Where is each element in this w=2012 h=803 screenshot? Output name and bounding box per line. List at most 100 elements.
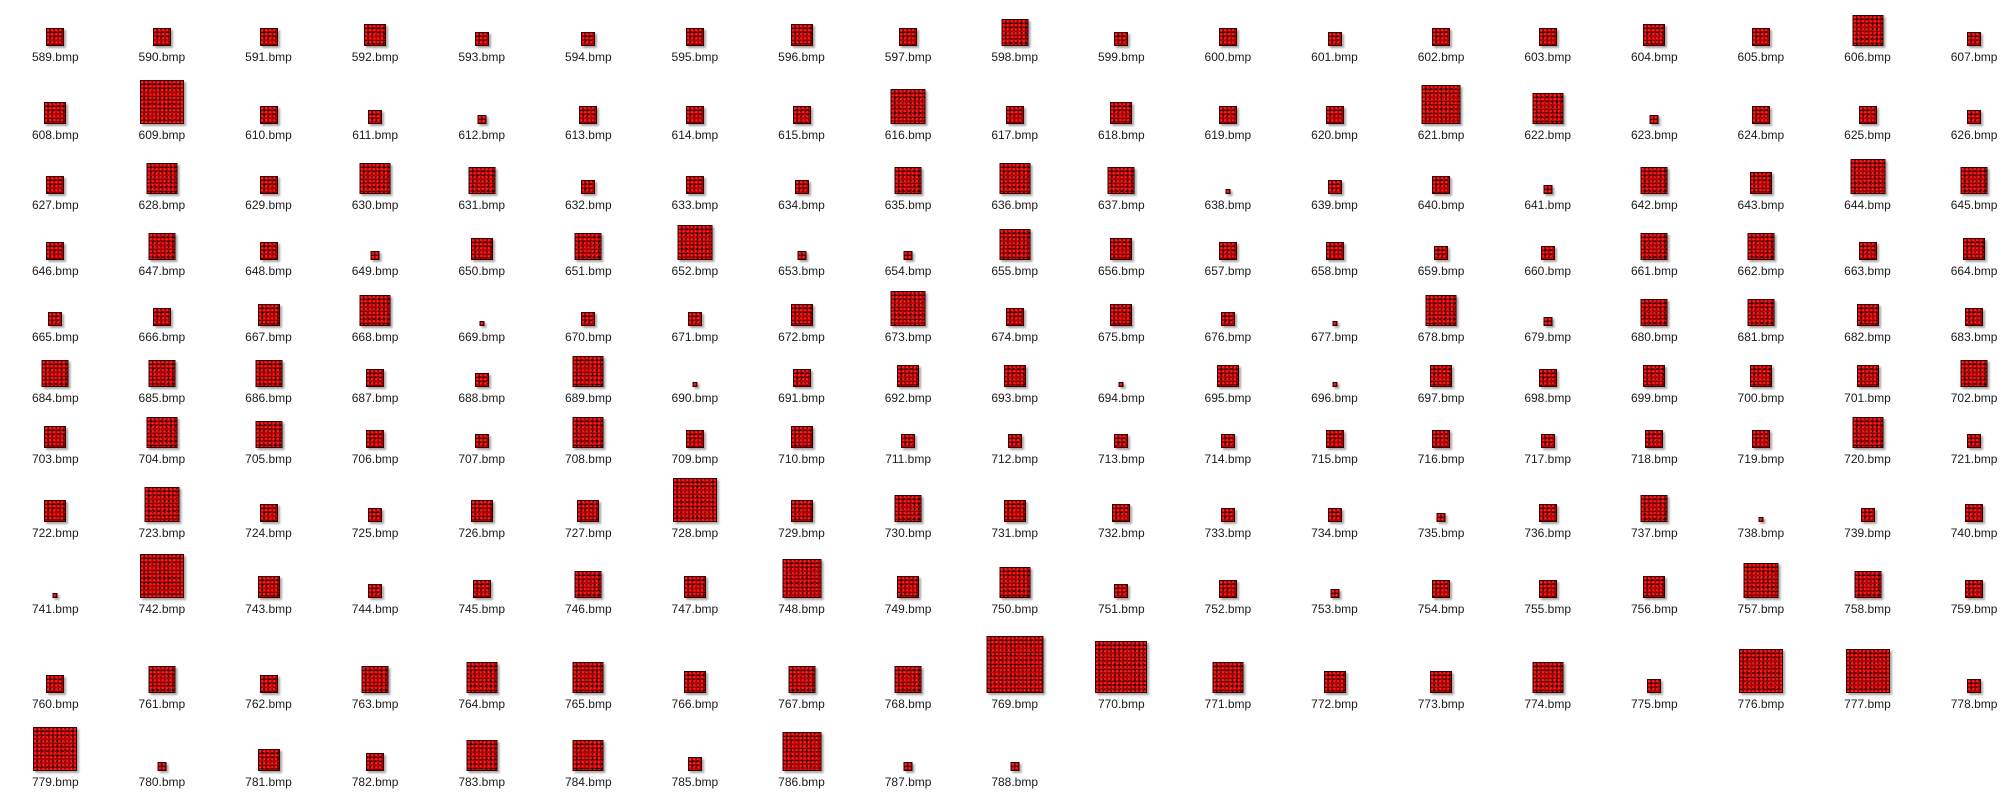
bmp-thumbnail[interactable] bbox=[572, 417, 604, 448]
bmp-thumbnail[interactable] bbox=[1640, 299, 1668, 326]
file-name-label[interactable]: 697.bmp bbox=[1417, 391, 1465, 405]
file-item[interactable]: 750.bmp bbox=[965, 0, 1065, 616]
bmp-thumbnail[interactable] bbox=[259, 504, 278, 522]
file-name-label[interactable]: 671.bmp bbox=[671, 330, 719, 344]
file-item[interactable]: 644.bmp bbox=[1818, 0, 1918, 212]
file-item[interactable]: 757.bmp bbox=[1711, 0, 1811, 616]
file-name-label[interactable]: 637.bmp bbox=[1097, 198, 1145, 212]
bmp-thumbnail[interactable] bbox=[1107, 167, 1135, 194]
file-name-label[interactable]: 655.bmp bbox=[991, 264, 1039, 278]
bmp-thumbnail[interactable] bbox=[1538, 580, 1557, 598]
bmp-thumbnail[interactable] bbox=[1747, 233, 1775, 260]
bmp-thumbnail[interactable] bbox=[1540, 434, 1555, 448]
file-name-label[interactable]: 674.bmp bbox=[991, 330, 1039, 344]
bmp-thumbnail[interactable] bbox=[257, 304, 280, 326]
file-name-label[interactable]: 704.bmp bbox=[138, 452, 186, 466]
file-item[interactable]: 778.bmp bbox=[1924, 0, 2012, 711]
file-item[interactable]: 784.bmp bbox=[538, 0, 638, 789]
file-item[interactable]: 638.bmp bbox=[1178, 0, 1278, 212]
bmp-thumbnail[interactable] bbox=[897, 576, 920, 598]
file-name-label[interactable]: 731.bmp bbox=[991, 526, 1039, 540]
bmp-thumbnail[interactable] bbox=[1649, 115, 1659, 124]
bmp-thumbnail[interactable] bbox=[1325, 430, 1344, 448]
bmp-thumbnail[interactable] bbox=[359, 163, 391, 194]
bmp-thumbnail[interactable] bbox=[1858, 106, 1877, 124]
file-name-label[interactable]: 756.bmp bbox=[1630, 602, 1678, 616]
bmp-thumbnail[interactable] bbox=[894, 167, 922, 194]
bmp-thumbnail[interactable] bbox=[1220, 508, 1235, 522]
bmp-thumbnail[interactable] bbox=[792, 369, 811, 387]
file-name-label[interactable]: 771.bmp bbox=[1204, 697, 1252, 711]
file-item[interactable]: 730.bmp bbox=[858, 0, 958, 540]
file-name-label[interactable]: 782.bmp bbox=[351, 775, 399, 789]
bmp-thumbnail[interactable] bbox=[1432, 176, 1451, 194]
file-item[interactable]: 732.bmp bbox=[1071, 0, 1171, 540]
file-name-label[interactable]: 738.bmp bbox=[1737, 526, 1785, 540]
file-name-label[interactable]: 725.bmp bbox=[351, 526, 399, 540]
file-name-label[interactable]: 600.bmp bbox=[1204, 50, 1252, 64]
file-item[interactable]: 617.bmp bbox=[965, 0, 1065, 142]
bmp-thumbnail[interactable] bbox=[894, 495, 922, 522]
bmp-thumbnail[interactable] bbox=[1967, 110, 1982, 124]
file-name-label[interactable]: 688.bmp bbox=[458, 391, 506, 405]
file-name-label[interactable]: 754.bmp bbox=[1417, 602, 1465, 616]
bmp-thumbnail[interactable] bbox=[1118, 382, 1124, 387]
bmp-thumbnail[interactable] bbox=[581, 312, 596, 326]
file-name-label[interactable]: 776.bmp bbox=[1737, 697, 1785, 711]
file-item[interactable]: 703.bmp bbox=[5, 0, 105, 466]
file-item[interactable]: 752.bmp bbox=[1178, 0, 1278, 616]
file-name-label[interactable]: 720.bmp bbox=[1844, 452, 1891, 466]
file-name-label[interactable]: 613.bmp bbox=[564, 128, 612, 142]
file-item[interactable]: 754.bmp bbox=[1391, 0, 1491, 616]
bmp-thumbnail[interactable] bbox=[1749, 365, 1772, 387]
file-name-label[interactable]: 705.bmp bbox=[245, 452, 292, 466]
file-name-label[interactable]: 663.bmp bbox=[1844, 264, 1891, 278]
bmp-thumbnail[interactable] bbox=[1640, 167, 1668, 194]
file-item[interactable]: 609.bmp bbox=[112, 0, 212, 142]
file-name-label[interactable]: 692.bmp bbox=[884, 391, 932, 405]
bmp-thumbnail[interactable] bbox=[259, 28, 278, 46]
file-item[interactable]: 604.bmp bbox=[1604, 0, 1704, 64]
file-name-label[interactable]: 784.bmp bbox=[564, 775, 612, 789]
file-item[interactable]: 648.bmp bbox=[219, 0, 319, 278]
file-name-label[interactable]: 624.bmp bbox=[1737, 128, 1785, 142]
bmp-thumbnail[interactable] bbox=[897, 365, 920, 387]
file-item[interactable]: 620.bmp bbox=[1285, 0, 1385, 142]
bmp-thumbnail[interactable] bbox=[259, 675, 278, 693]
bmp-thumbnail[interactable] bbox=[41, 360, 69, 387]
file-item[interactable]: 701.bmp bbox=[1818, 0, 1918, 405]
bmp-thumbnail[interactable] bbox=[1640, 495, 1668, 522]
file-name-label[interactable]: 612.bmp bbox=[458, 128, 506, 142]
file-item[interactable]: 610.bmp bbox=[219, 0, 319, 142]
file-item[interactable]: 726.bmp bbox=[432, 0, 532, 540]
bmp-thumbnail[interactable] bbox=[683, 576, 706, 598]
bmp-thumbnail[interactable] bbox=[1110, 238, 1133, 260]
file-item[interactable]: 601.bmp bbox=[1285, 0, 1385, 64]
bmp-thumbnail[interactable] bbox=[33, 727, 78, 771]
bmp-thumbnail[interactable] bbox=[577, 500, 600, 522]
bmp-thumbnail[interactable] bbox=[1325, 242, 1344, 260]
bmp-thumbnail[interactable] bbox=[790, 426, 813, 448]
file-item[interactable]: 743.bmp bbox=[219, 0, 319, 616]
bmp-thumbnail[interactable] bbox=[1747, 299, 1775, 326]
bmp-thumbnail[interactable] bbox=[788, 666, 815, 693]
bmp-thumbnail[interactable] bbox=[1751, 28, 1770, 46]
file-name-label[interactable]: 657.bmp bbox=[1204, 264, 1252, 278]
bmp-thumbnail[interactable] bbox=[368, 110, 383, 124]
file-item[interactable]: 772.bmp bbox=[1285, 0, 1385, 711]
file-name-label[interactable]: 608.bmp bbox=[31, 128, 79, 142]
file-item[interactable]: 787.bmp bbox=[858, 0, 958, 789]
bmp-thumbnail[interactable] bbox=[1967, 679, 1982, 693]
bmp-thumbnail[interactable] bbox=[1114, 434, 1129, 448]
bmp-thumbnail[interactable] bbox=[1332, 321, 1337, 326]
file-item[interactable]: 645.bmp bbox=[1924, 0, 2012, 212]
bmp-thumbnail[interactable] bbox=[1858, 242, 1877, 260]
file-name-label[interactable]: 599.bmp bbox=[1097, 50, 1145, 64]
bmp-thumbnail[interactable] bbox=[986, 636, 1044, 693]
file-item[interactable]: 707.bmp bbox=[432, 0, 532, 466]
file-name-label[interactable]: 589.bmp bbox=[31, 50, 79, 64]
file-item[interactable]: 675.bmp bbox=[1071, 0, 1171, 344]
bmp-thumbnail[interactable] bbox=[366, 369, 385, 387]
file-item[interactable]: 692.bmp bbox=[858, 0, 958, 405]
bmp-thumbnail[interactable] bbox=[1218, 580, 1237, 598]
